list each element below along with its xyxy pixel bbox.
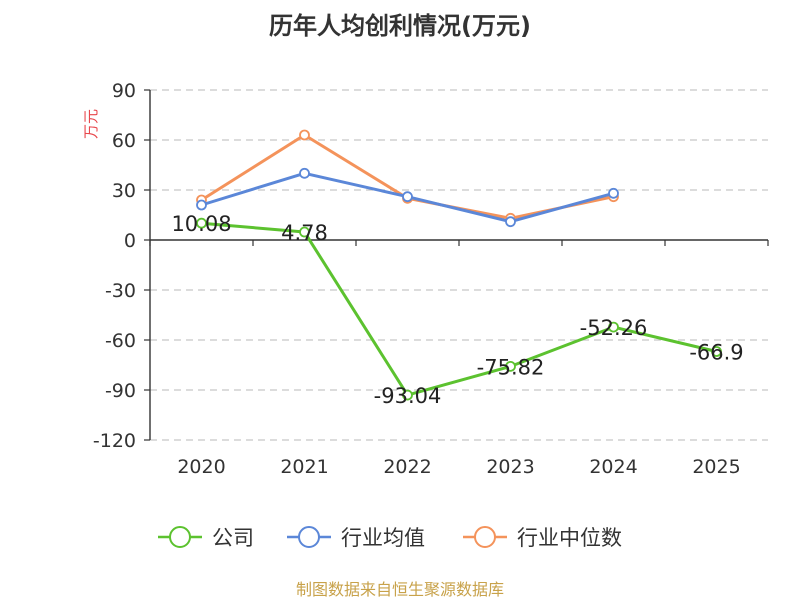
data-point: [196, 217, 207, 229]
data-label: -52.26: [580, 316, 648, 340]
legend-label: 公司: [212, 526, 254, 550]
x-tick-label: 2021: [280, 456, 328, 478]
y-tick-label: -120: [93, 430, 136, 452]
data-point: [505, 360, 516, 372]
y-tick-label: -30: [105, 280, 136, 302]
legend[interactable]: 公司 行业均值 行业中位数: [158, 526, 622, 550]
legend-marker: [474, 526, 496, 548]
series-layer: [196, 129, 722, 401]
series-0: [196, 217, 722, 401]
x-tick-label: 2025: [692, 456, 740, 478]
x-tick-label: 2020: [177, 456, 225, 478]
y-axis-unit-label: 万元: [82, 109, 100, 139]
legend-label: 行业中位数: [517, 526, 622, 550]
data-point: [299, 167, 310, 179]
data-point: [608, 321, 619, 333]
data-point: [402, 191, 413, 203]
y-tick-label: -60: [105, 330, 136, 352]
y-tick-label: -90: [105, 380, 136, 402]
legend-item-1[interactable]: 行业均值: [287, 526, 425, 550]
y-tick-label: 0: [124, 230, 136, 252]
x-tick-label: 2024: [589, 456, 637, 478]
grid: [150, 89, 768, 441]
data-label: -66.9: [689, 341, 743, 365]
data-point: [402, 389, 413, 401]
data-point: [299, 226, 310, 238]
data-labels: 10.08 4.78 -93.04 -75.82 -52.26 -66.9: [171, 212, 743, 408]
legend-item-0[interactable]: 公司: [158, 526, 254, 550]
data-label: -93.04: [374, 384, 442, 408]
data-point: [505, 216, 516, 228]
legend-marker: [169, 526, 191, 548]
data-point: [608, 187, 619, 199]
data-point: [196, 199, 207, 211]
legend-item-2[interactable]: 行业中位数: [463, 526, 622, 550]
legend-marker: [298, 526, 320, 548]
axes: 90 60 30 0 -30 -60 -90 -120 2020 2021 2022 2023 2024…: [93, 80, 769, 478]
series-line: [200, 133, 614, 220]
legend-label: 行业均值: [341, 526, 425, 550]
chart-title: 历年人均创利情况(万元): [269, 12, 531, 40]
data-label: 10.08: [171, 212, 231, 236]
data-label: 4.78: [281, 221, 328, 245]
y-tick-label: 30: [112, 180, 136, 202]
series-1: [196, 167, 619, 228]
y-tick-label: 60: [112, 130, 136, 152]
x-tick-label: 2022: [383, 456, 431, 478]
data-label: -75.82: [477, 355, 545, 379]
data-point: [299, 129, 310, 141]
source-note: 制图数据来自恒生聚源数据库: [296, 580, 504, 599]
series-line: [201, 221, 717, 397]
x-tick-label: 2023: [486, 456, 534, 478]
y-tick-label: 90: [112, 80, 136, 102]
data-point: [711, 346, 722, 357]
